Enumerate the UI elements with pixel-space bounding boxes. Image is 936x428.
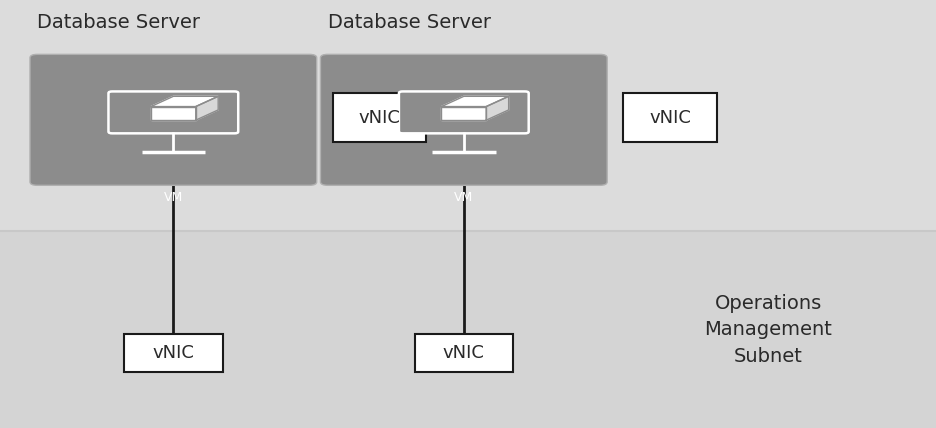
FancyBboxPatch shape (30, 54, 316, 185)
Text: Database Server: Database Server (37, 13, 200, 32)
Polygon shape (441, 96, 508, 107)
Text: VM: VM (454, 191, 473, 204)
Polygon shape (441, 107, 486, 120)
Bar (0, 0, 936, 231)
FancyBboxPatch shape (320, 54, 607, 185)
Text: Database Server: Database Server (328, 13, 490, 32)
Text: vNIC: vNIC (153, 344, 194, 362)
Text: vNIC: vNIC (443, 344, 484, 362)
Bar (414, 334, 513, 372)
FancyBboxPatch shape (399, 92, 528, 134)
Text: Operations
Management
Subnet: Operations Management Subnet (704, 294, 831, 366)
Text: vNIC: vNIC (358, 109, 400, 127)
Text: vNIC: vNIC (649, 109, 690, 127)
Polygon shape (196, 96, 218, 120)
Bar (0, 231, 936, 428)
Bar (622, 93, 716, 142)
Polygon shape (151, 96, 218, 107)
Polygon shape (151, 107, 196, 120)
Polygon shape (486, 96, 508, 120)
Text: VM: VM (164, 191, 183, 204)
Bar (332, 93, 426, 142)
FancyBboxPatch shape (109, 92, 238, 134)
Bar (124, 334, 223, 372)
